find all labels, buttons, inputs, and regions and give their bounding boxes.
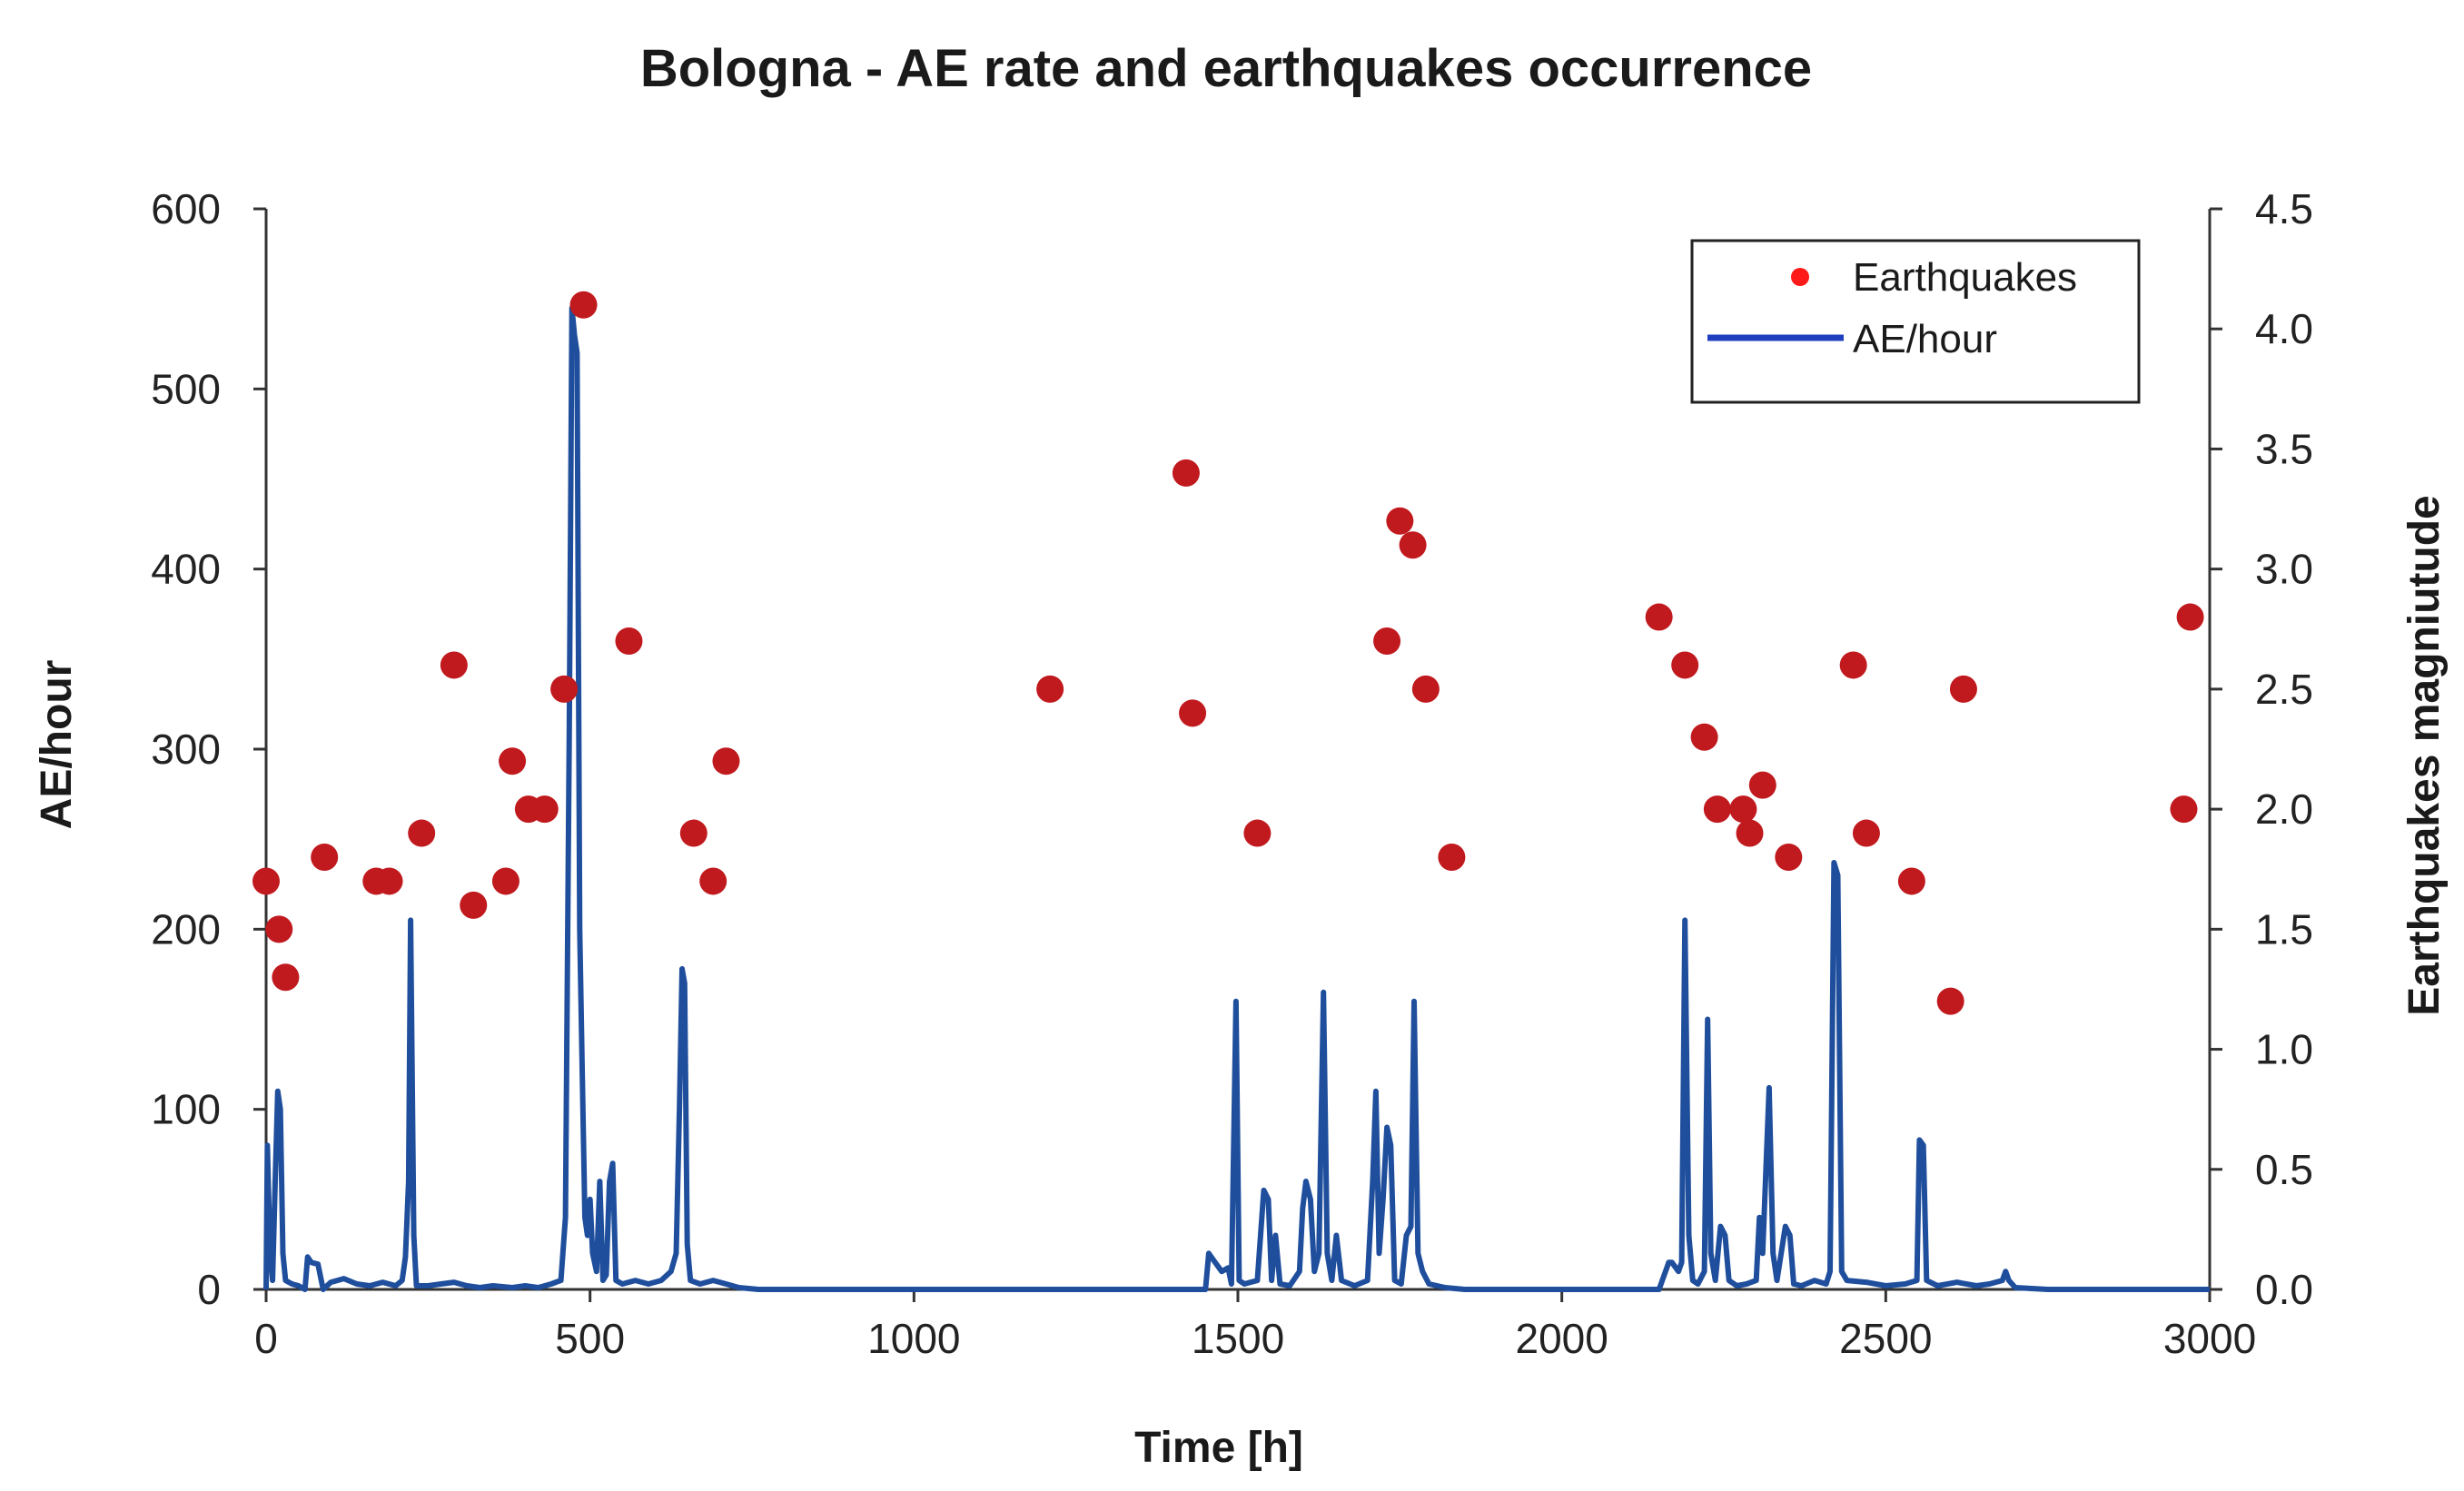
legend-box <box>1690 239 2141 404</box>
y-right-tick-label: 3.5 <box>2255 425 2313 472</box>
earthquake-point <box>1243 819 1272 847</box>
earthquake-point <box>1936 987 1964 1015</box>
earthquake-point <box>1736 819 1764 847</box>
y-left-tick-label: 400 <box>151 546 221 593</box>
y-right-tick-label: 1.5 <box>2255 905 2313 953</box>
y-left-tick-label: 0 <box>197 1266 221 1313</box>
earthquake-point <box>272 963 300 992</box>
earthquake-point <box>408 819 436 847</box>
legend-earthquakes-label: Earthquakes <box>1853 255 2077 300</box>
earthquake-point <box>712 747 740 775</box>
earthquake-point <box>1703 795 1731 824</box>
earthquake-point <box>550 675 579 703</box>
y-axis-right-label: Earthquakes magniutude <box>2400 495 2449 1015</box>
earthquake-point <box>569 291 598 319</box>
legend-ae-label: AE/hour <box>1853 317 1997 361</box>
legend-earthquakes-marker <box>1791 268 1809 286</box>
x-tick-label: 500 <box>555 1315 625 1362</box>
y-right-tick-label: 4.5 <box>2255 185 2313 232</box>
x-axis-label: Time [h] <box>1134 1424 1303 1472</box>
y-right-tick-label: 0.0 <box>2255 1266 2313 1313</box>
earthquake-point <box>1386 507 1414 535</box>
earthquake-point <box>1949 675 1977 703</box>
earthquake-point <box>440 651 468 679</box>
earthquake-point <box>491 867 520 895</box>
earthquake-point <box>1897 867 1925 895</box>
y-left-tick-label: 500 <box>151 365 221 412</box>
y-left-tick-label: 200 <box>151 905 221 953</box>
earthquake-point <box>1775 844 1803 871</box>
earthquake-point <box>460 891 488 919</box>
x-tick-label: 1500 <box>1192 1315 1284 1362</box>
earthquake-point <box>1852 819 1880 847</box>
ae-hour-series-line <box>263 305 2210 1292</box>
earthquake-point <box>1729 795 1757 824</box>
y-left-tick-label: 100 <box>151 1086 221 1133</box>
earthquake-point <box>679 819 708 847</box>
y-right-tick-label: 2.5 <box>2255 666 2313 713</box>
earthquake-point <box>1748 771 1776 799</box>
earthquake-point <box>1411 675 1440 703</box>
y-right-tick-label: 2.0 <box>2255 785 2313 833</box>
earthquake-point <box>265 915 293 943</box>
y-right-tick-label: 1.0 <box>2255 1026 2313 1073</box>
earthquake-point <box>499 747 527 775</box>
x-tick-label: 3000 <box>2163 1315 2256 1362</box>
earthquake-point <box>1373 627 1401 655</box>
y-left-tick-label: 600 <box>151 185 221 232</box>
x-tick-label: 1000 <box>867 1315 960 1362</box>
y-left-tick-label: 300 <box>151 726 221 773</box>
earthquake-point <box>1645 603 1673 631</box>
earthquake-point <box>1438 844 1466 871</box>
y-axis-left-label: AE/hour <box>33 660 81 830</box>
legend: Earthquakes AE/hour <box>1690 239 2141 404</box>
earthquake-point <box>699 867 727 895</box>
earthquake-point <box>530 795 559 824</box>
plot-area: 0 500 1000 1500 2000 2500 3000 0 100 200 300 400 500… <box>151 185 2313 1362</box>
earthquake-point <box>1399 531 1427 559</box>
earthquake-point <box>1671 651 1699 679</box>
y-right-tick-label: 0.5 <box>2255 1146 2313 1193</box>
earthquake-point <box>375 867 403 895</box>
earthquake-point <box>1172 459 1200 487</box>
earthquake-point <box>252 867 280 895</box>
x-tick-label: 0 <box>254 1315 278 1362</box>
earthquake-point <box>615 627 643 655</box>
earthquake-point <box>2176 603 2204 631</box>
y-right-tick-label: 4.0 <box>2255 305 2313 352</box>
earthquake-point <box>1179 699 1207 727</box>
x-tick-label: 2500 <box>1839 1315 1932 1362</box>
earthquake-point <box>1839 651 1867 679</box>
y-right-tick-label: 3.0 <box>2255 546 2313 593</box>
earthquake-point <box>2170 795 2198 824</box>
earthquake-point <box>311 844 339 871</box>
x-tick-label: 2000 <box>1515 1315 1608 1362</box>
earthquake-point <box>1690 723 1718 751</box>
chart-title: Bologna - AE rate and earthquakes occurr… <box>640 39 1812 98</box>
earthquake-point <box>1036 675 1064 703</box>
